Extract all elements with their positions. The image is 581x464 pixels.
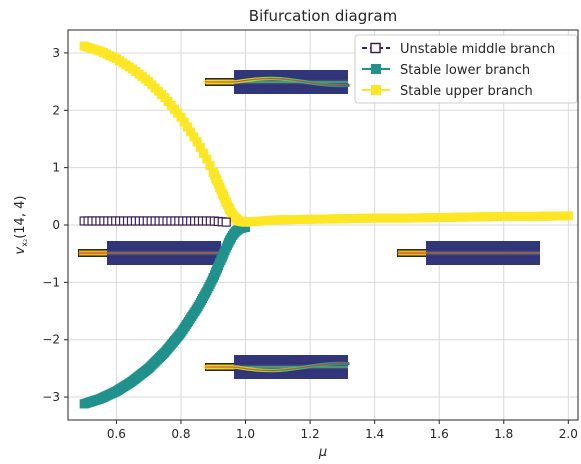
x-tick-label: 1.2 (301, 427, 320, 441)
data-point (205, 161, 215, 171)
x-tick-label: 0.8 (171, 427, 190, 441)
flow-insets (76, 70, 542, 379)
svg-text:vx₂(14, 4): vx₂(14, 4) (13, 196, 29, 255)
y-axis-label-args: (14, 4) (13, 196, 28, 239)
legend-marker (371, 85, 381, 95)
inset-left (76, 241, 223, 265)
jet-centerline (205, 77, 349, 87)
jet-glow (234, 77, 348, 87)
y-axis-label: vx₂(14, 4) (13, 196, 29, 255)
data-point (189, 132, 199, 142)
data-point (192, 137, 202, 147)
y-tick-label: 2 (52, 103, 60, 117)
legend-marker (370, 42, 381, 54)
y-tick-label: 3 (52, 46, 60, 60)
data-point (186, 127, 196, 137)
legend-entry: Stable lower branch (362, 63, 530, 78)
y-axis-label-main: v (13, 246, 28, 254)
x-axis-label: μ (318, 445, 327, 460)
y-tick-label: 0 (52, 218, 60, 232)
x-axis-ticks: 0.6 0.8 1.0 1.2 1.4 1.6 1.8 2.0 (107, 420, 578, 441)
chart-title: Bifurcation diagram (249, 7, 397, 25)
legend-marker (371, 64, 381, 74)
jet-glow (234, 362, 348, 372)
jet-centerline (205, 362, 349, 372)
x-tick-label: 1.8 (494, 427, 513, 441)
y-tick-label: −3 (42, 390, 60, 404)
y-tick-label: 1 (52, 161, 60, 175)
data-point (241, 222, 251, 232)
data-point (563, 211, 573, 221)
series-stable-lower-branch (79, 222, 251, 409)
data-point (241, 217, 251, 227)
legend: Unstable middle branch Stable lower branc… (354, 34, 578, 104)
series-stable-upper-branch (79, 41, 573, 227)
inset-top (203, 70, 350, 94)
x-tick-label: 1.4 (365, 427, 384, 441)
x-tick-label: 1.6 (430, 427, 449, 441)
x-tick-label: 0.6 (107, 427, 126, 441)
data-point (202, 154, 212, 164)
legend-entry: Stable upper branch (362, 84, 533, 99)
legend-entry: Unstable middle branch (362, 42, 555, 57)
inset-bottom (203, 355, 350, 379)
y-axis-label-sub: x₂ (20, 239, 29, 247)
y-tick-label: −2 (42, 333, 60, 347)
data-point (199, 148, 209, 158)
data-point (176, 112, 186, 122)
legend-box (354, 34, 578, 104)
x-tick-label: 2.0 (559, 427, 578, 441)
inset-right (395, 241, 542, 265)
legend-label: Stable upper branch (400, 84, 533, 99)
data-point (195, 143, 205, 153)
data-point (221, 217, 231, 227)
data-point (179, 117, 189, 127)
y-axis-ticks: −3 −2 −1 0 1 2 3 (42, 46, 68, 404)
data-point (182, 122, 192, 132)
series-marks (79, 41, 573, 409)
series-unstable-middle-branch (79, 216, 231, 227)
legend-label: Unstable middle branch (400, 42, 555, 57)
x-tick-label: 1.0 (236, 427, 255, 441)
y-tick-label: −1 (42, 275, 60, 289)
legend-label: Stable lower branch (400, 63, 530, 78)
